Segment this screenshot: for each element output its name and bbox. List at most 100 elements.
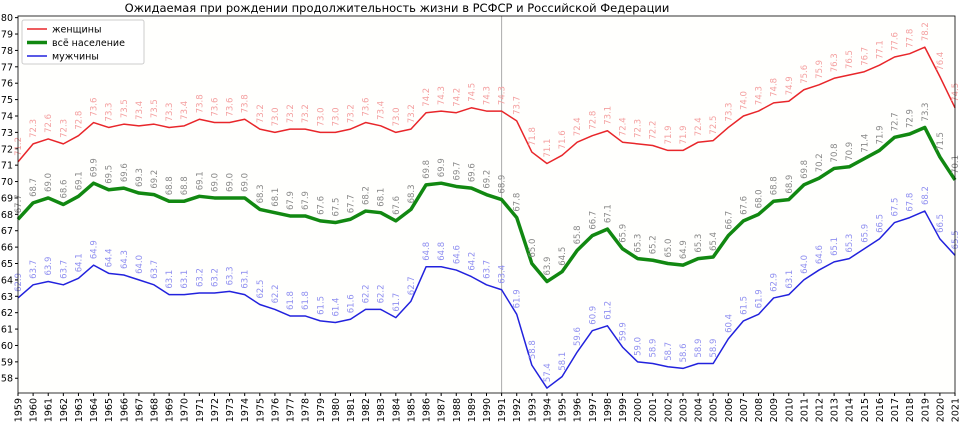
legend-label-2: мужчины	[52, 52, 99, 63]
data-label: 69.7	[452, 162, 462, 181]
data-label: 68.3	[256, 184, 266, 203]
data-label: 61.9	[755, 289, 765, 308]
data-label: 71.6	[558, 130, 568, 149]
data-label: 65.3	[845, 234, 855, 253]
data-label: 62.2	[377, 284, 387, 303]
plot-frame	[17, 15, 956, 394]
x-tick-label: 1972	[210, 398, 221, 422]
data-label: 68.8	[165, 176, 175, 195]
x-tick-label: 2008	[754, 398, 765, 422]
data-label: 69.1	[195, 171, 205, 190]
data-label: 67.6	[392, 196, 402, 215]
x-tick-label: 2020	[935, 398, 946, 422]
x-tick-label: 1976	[270, 398, 281, 422]
data-label: 67.1	[603, 204, 613, 223]
data-label: 72.2	[649, 121, 659, 140]
data-label: 73.5	[120, 99, 130, 118]
x-tick-label: 1998	[603, 398, 614, 422]
x-tick-label: 1964	[89, 398, 100, 422]
data-label: 72.8	[588, 111, 598, 130]
x-tick-label: 2011	[799, 398, 810, 422]
x-tick-label: 1982	[361, 398, 372, 422]
data-label: 62.9	[14, 273, 24, 292]
data-label: 74.5	[951, 83, 960, 102]
data-label: 58.9	[649, 339, 659, 358]
data-label: 73.4	[377, 101, 387, 120]
data-label: 64.8	[422, 242, 432, 261]
x-tick-label: 2019	[920, 398, 931, 422]
data-label: 65.3	[694, 234, 704, 253]
y-tick-label: 68	[1, 210, 13, 221]
data-label: 72.7	[891, 112, 901, 131]
data-label: 75.9	[815, 60, 825, 79]
data-label: 63.7	[59, 260, 69, 279]
data-label: 63.9	[543, 257, 553, 276]
y-tick-label: 69	[1, 193, 13, 204]
x-tick-label: 1961	[44, 398, 55, 422]
x-tick-label: 1981	[346, 398, 357, 422]
data-label: 74.3	[498, 86, 508, 105]
data-label: 66.5	[936, 214, 946, 233]
x-tick-label: 2014	[845, 398, 856, 422]
data-label: 63.1	[165, 270, 175, 289]
data-label: 73.0	[271, 107, 281, 126]
data-label: 62.5	[256, 280, 266, 299]
data-label: 63.3	[226, 266, 236, 285]
data-label: 68.3	[407, 184, 417, 203]
data-label: 64.6	[815, 245, 825, 264]
data-label: 71.8	[528, 127, 538, 146]
y-tick-label: 80	[1, 13, 13, 24]
y-tick-label: 71	[1, 161, 13, 172]
y-tick-label: 78	[1, 46, 13, 57]
x-tick-label: 2001	[648, 398, 659, 422]
x-tick-label: 1999	[618, 398, 629, 422]
data-label: 74.0	[739, 91, 749, 110]
data-label: 72.4	[619, 117, 629, 136]
data-label: 64.9	[90, 240, 100, 259]
x-tick-label: 1967	[134, 398, 145, 422]
data-label: 63.7	[483, 260, 493, 279]
data-label: 61.8	[286, 291, 296, 310]
data-label: 73.5	[150, 99, 160, 118]
x-tick-label: 2017	[890, 398, 901, 422]
data-label: 66.5	[875, 214, 885, 233]
x-tick-label: 1968	[150, 398, 161, 422]
data-label: 70.8	[830, 144, 840, 163]
data-label: 72.6	[44, 114, 54, 133]
data-label: 66.7	[724, 211, 734, 230]
data-label: 77.6	[891, 32, 901, 51]
x-tick-label: 1978	[301, 398, 312, 422]
data-label: 69.0	[241, 173, 251, 192]
data-label: 64.9	[679, 240, 689, 259]
x-tick-label: 2004	[694, 398, 705, 422]
x-tick-label: 1985	[406, 398, 417, 422]
x-tick-label: 1993	[527, 398, 538, 422]
data-label: 67.6	[739, 196, 749, 215]
data-label: 72.9	[906, 109, 916, 128]
x-tick-label: 1975	[255, 398, 266, 422]
data-label: 68.2	[362, 186, 372, 205]
x-tick-label: 1971	[195, 398, 206, 422]
y-tick-label: 67	[1, 226, 13, 237]
data-label: 73.3	[724, 103, 734, 122]
legend-label-0: женщины	[52, 25, 101, 36]
data-label: 74.3	[755, 86, 765, 105]
data-label: 67.5	[891, 198, 901, 217]
y-tick-label: 79	[1, 30, 13, 41]
data-label: 69.0	[226, 173, 236, 192]
x-tick-label: 2015	[860, 398, 871, 422]
data-label: 73.0	[331, 107, 341, 126]
data-label: 67.7	[14, 194, 24, 213]
data-label: 59.9	[619, 322, 629, 341]
data-label: 69.0	[210, 173, 220, 192]
data-label: 67.8	[906, 193, 916, 212]
data-label: 69.6	[467, 163, 477, 182]
data-label: 58.8	[528, 340, 538, 359]
data-label: 65.9	[619, 224, 629, 243]
data-label: 77.1	[875, 40, 885, 59]
data-label: 74.3	[483, 86, 493, 105]
data-label: 71.9	[679, 125, 689, 144]
y-tick-label: 77	[1, 62, 13, 73]
data-label: 65.3	[634, 234, 644, 253]
x-tick-label: 1992	[512, 398, 523, 422]
